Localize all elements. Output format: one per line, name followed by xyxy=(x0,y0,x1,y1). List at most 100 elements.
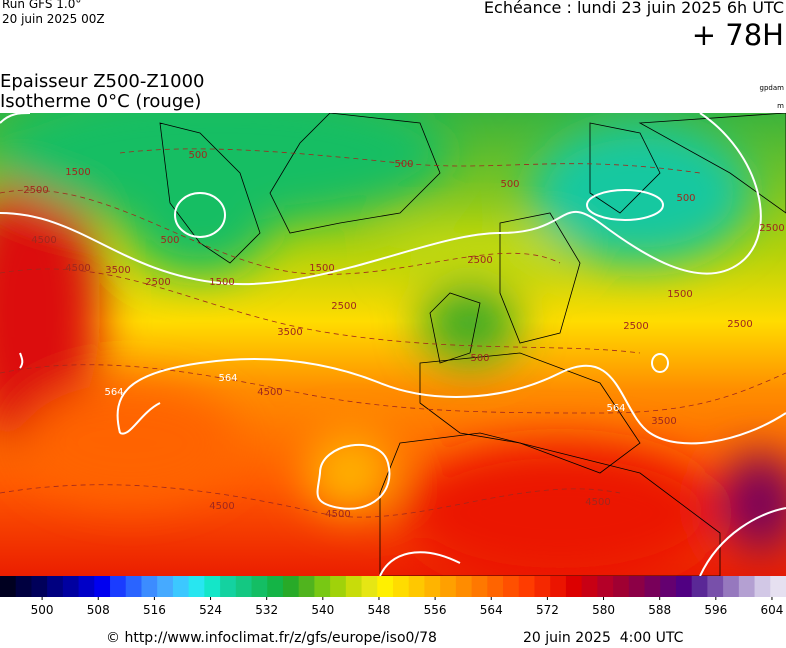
color-swatch xyxy=(78,576,95,597)
colorbar-tick-label: 540 xyxy=(311,603,334,617)
color-swatch xyxy=(707,576,724,597)
color-swatch xyxy=(738,576,756,597)
color-swatch xyxy=(455,576,473,597)
color-swatch xyxy=(188,576,205,597)
contour-label: 500 xyxy=(394,159,413,170)
contour-label: 4500 xyxy=(65,263,90,274)
contour-label: 2500 xyxy=(23,185,48,196)
color-swatch xyxy=(282,576,300,597)
color-swatch xyxy=(141,576,158,597)
contour-label: 3500 xyxy=(277,327,302,338)
color-swatch xyxy=(770,576,786,597)
color-swatch xyxy=(393,576,410,597)
colorbar: 500 508 516 524 532 540 548 556 564 572 580 588 596 6… xyxy=(0,576,786,617)
contour-label: 500 xyxy=(188,150,207,161)
color-swatch xyxy=(15,576,32,597)
color-swatch xyxy=(691,576,708,597)
color-swatch xyxy=(62,576,80,597)
colorbar-tick-label: 564 xyxy=(480,603,503,617)
color-swatch xyxy=(251,576,268,597)
color-swatch xyxy=(157,576,174,597)
colorbar-tick-label: 572 xyxy=(536,603,559,617)
colorbar-tick-label: 516 xyxy=(143,603,166,617)
colorbar-tick-label: 500 xyxy=(31,603,54,617)
contour-label: 3500 xyxy=(651,416,676,427)
title-line: Isotherme 0°C (rouge) xyxy=(0,91,202,112)
field xyxy=(0,113,786,576)
colorbar-tick-label: 596 xyxy=(704,603,727,617)
color-swatch xyxy=(204,576,221,597)
unit-label: m xyxy=(777,102,784,110)
color-swatch xyxy=(31,576,48,597)
color-swatch xyxy=(660,576,677,597)
color-swatch xyxy=(440,576,457,597)
contour-label: 3500 xyxy=(105,265,130,276)
color-swatch xyxy=(298,576,315,597)
color-swatch xyxy=(345,576,363,597)
colorbar-tick-label: 556 xyxy=(424,603,447,617)
contour-label: 1500 xyxy=(209,277,234,288)
isotherm-lines xyxy=(0,148,786,518)
contour-label: 4500 xyxy=(585,497,610,508)
color-swatch xyxy=(675,576,693,597)
valid-time: Echéance : lundi 23 juin 2025 6h UTC xyxy=(483,0,784,17)
contour-label: 1500 xyxy=(309,263,334,274)
color-swatch xyxy=(235,576,253,597)
color-swatch xyxy=(503,576,520,597)
colorbar-tick-label: 604 xyxy=(761,603,784,617)
contour-label: 1500 xyxy=(667,289,692,300)
contour-label: 500 xyxy=(470,353,489,364)
color-swatch xyxy=(47,576,64,597)
contour-label: 564 xyxy=(606,403,625,414)
contour-label: 4500 xyxy=(325,509,350,520)
colorbar-tick-label: 580 xyxy=(592,603,615,617)
contour-label: 564 xyxy=(218,373,237,384)
color-swatch xyxy=(330,576,347,597)
contour-label: 2500 xyxy=(331,301,356,312)
contour-label: 564 xyxy=(104,387,123,398)
color-swatch xyxy=(471,576,488,597)
color-swatch xyxy=(408,576,425,597)
contour-label: 500 xyxy=(500,179,519,190)
run-label: Run GFS 1.0° xyxy=(2,0,82,11)
color-swatch xyxy=(424,576,441,597)
source-url: © http://www.infoclimat.fr/z/gfs/europe/… xyxy=(106,630,437,646)
color-swatch xyxy=(628,576,646,597)
contour-label: 4500 xyxy=(31,235,56,246)
contour-label: 2500 xyxy=(759,223,784,234)
contour-label: 2500 xyxy=(623,321,648,332)
color-swatch xyxy=(550,576,567,597)
color-swatch xyxy=(644,576,661,597)
map: 2500 1500 4500 4500 3500 2500 1500 500 500 500 500… xyxy=(0,113,786,576)
color-swatch xyxy=(125,576,142,597)
contour-label: 4500 xyxy=(209,501,234,512)
coastlines xyxy=(159,113,786,576)
color-swatch xyxy=(723,576,740,597)
color-swatch xyxy=(597,576,614,597)
color-swatch xyxy=(267,576,284,597)
color-swatch xyxy=(377,576,394,597)
color-swatch xyxy=(754,576,771,597)
generated-time: 20 juin 2025 4:00 UTC xyxy=(523,630,684,646)
color-swatch xyxy=(361,576,378,597)
contour-label: 2500 xyxy=(145,277,170,288)
color-swatch xyxy=(518,576,535,597)
contour-label: 500 xyxy=(160,235,179,246)
color-swatch xyxy=(0,576,17,597)
colorbar-tick-label: 548 xyxy=(368,603,391,617)
color-swatch xyxy=(110,576,127,597)
color-swatch xyxy=(487,576,504,597)
lead-time: + 78H xyxy=(691,18,784,52)
contour-label: 2500 xyxy=(467,255,492,266)
run-date: 20 juin 2025 00Z xyxy=(2,12,105,26)
color-swatch xyxy=(534,576,551,597)
colorbar-tick-label: 588 xyxy=(648,603,671,617)
title-line: Epaisseur Z500-Z1000 xyxy=(0,71,205,92)
contour-label: 500 xyxy=(676,193,695,204)
contour-label: 4500 xyxy=(257,387,282,398)
color-swatch xyxy=(565,576,583,597)
contour-label: 2500 xyxy=(727,319,752,330)
colorbar-tick-label: 508 xyxy=(87,603,110,617)
colorbar-tick-label: 524 xyxy=(199,603,222,617)
color-swatch xyxy=(172,576,190,597)
